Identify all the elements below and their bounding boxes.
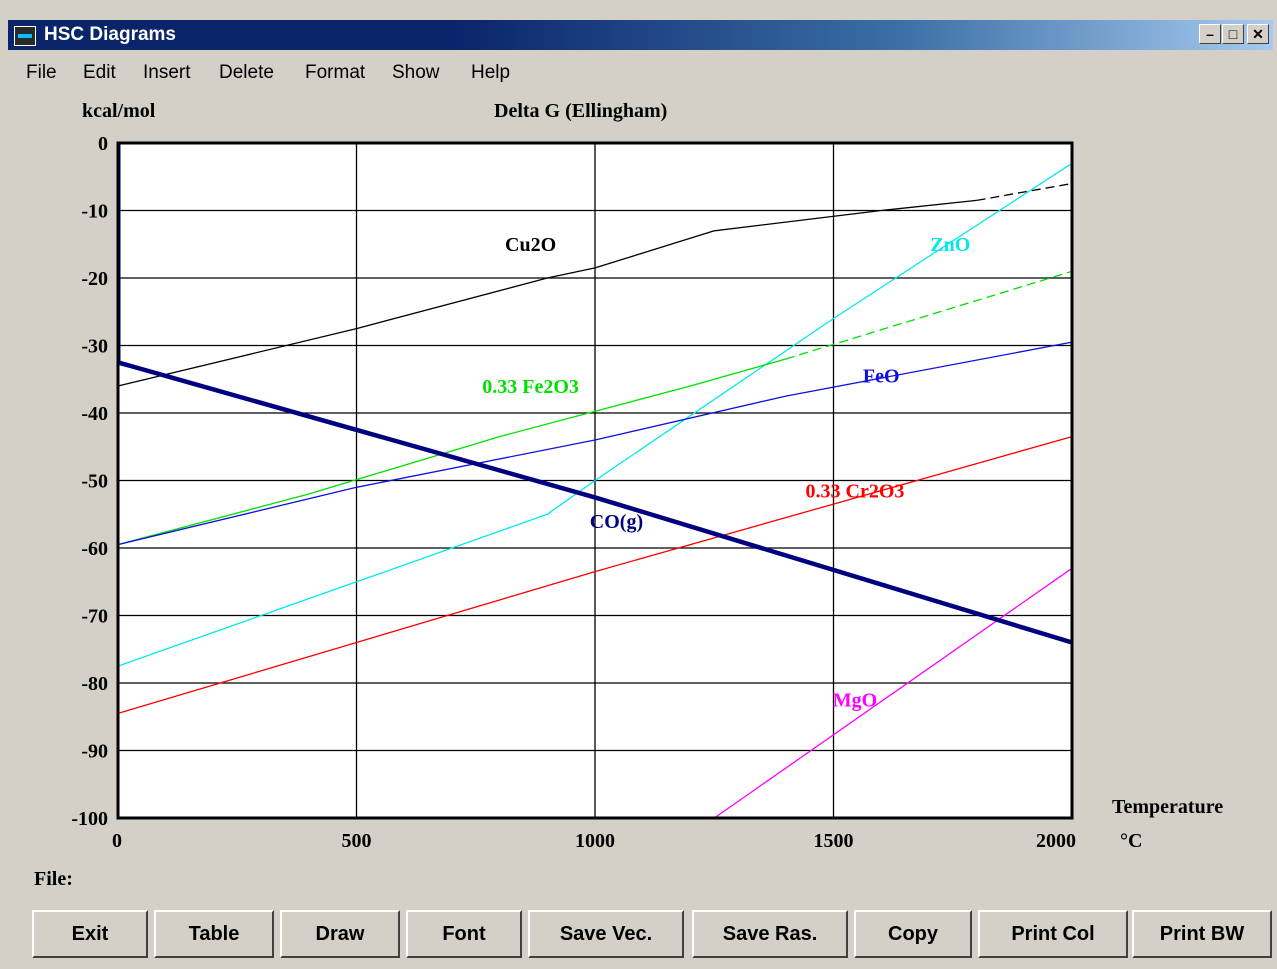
x-tick-label: 500 bbox=[342, 830, 372, 852]
ellingham-chart: 0-10-20-30-40-50-60-70-80-90-1000 500 1000… bbox=[71, 100, 1223, 852]
print-bw-button[interactable]: Print BW bbox=[1132, 910, 1272, 958]
y-tick-label: -90 bbox=[81, 741, 108, 763]
series-label: 0.33 Cr2O3 bbox=[806, 480, 905, 502]
series-line bbox=[117, 162, 1073, 667]
menu-edit[interactable]: Edit bbox=[83, 62, 116, 83]
draw-button[interactable]: Draw bbox=[280, 910, 400, 958]
x-axis-label: Temperature bbox=[1112, 796, 1223, 818]
series-label: 0.33 Fe2O3 bbox=[482, 376, 579, 398]
minimize-button[interactable]: – bbox=[1199, 24, 1221, 44]
menu-file[interactable]: File bbox=[26, 62, 57, 83]
title-bar[interactable]: HSC Diagrams – □ ✕ bbox=[8, 20, 1273, 50]
y-tick-label: -80 bbox=[81, 673, 108, 695]
menu-help[interactable]: Help bbox=[471, 62, 511, 83]
menu-format[interactable]: Format bbox=[305, 62, 366, 83]
chart-title: Delta G (Ellingham) bbox=[494, 100, 667, 122]
y-tick-label: -10 bbox=[81, 201, 108, 223]
series-line bbox=[117, 341, 1073, 546]
y-tick-label: -100 bbox=[71, 808, 108, 830]
y-tick-label: 0 bbox=[98, 133, 108, 155]
save-vector-button[interactable]: Save Vec. bbox=[528, 910, 684, 958]
menu-delete[interactable]: Delete bbox=[219, 62, 274, 83]
x-axis-unit: °C bbox=[1120, 830, 1142, 852]
y-tick-label: -20 bbox=[81, 268, 108, 290]
x-tick-label: 0 bbox=[112, 830, 122, 852]
print-color-button[interactable]: Print Col bbox=[978, 910, 1128, 958]
exit-button[interactable]: Exit bbox=[32, 910, 148, 958]
y-tick-label: -50 bbox=[81, 471, 108, 493]
save-raster-button[interactable]: Save Ras. bbox=[692, 910, 848, 958]
file-status-label: File: bbox=[34, 868, 73, 890]
series-line bbox=[117, 435, 1073, 715]
y-tick-label: -70 bbox=[81, 606, 108, 628]
series-label: MgO bbox=[833, 690, 877, 712]
y-axis-label: kcal/mol bbox=[82, 100, 156, 122]
x-tick-label: 1000 bbox=[575, 830, 615, 852]
series-line bbox=[117, 360, 1073, 645]
y-tick-label: -60 bbox=[81, 538, 108, 560]
table-button[interactable]: Table bbox=[154, 910, 274, 958]
series-line-dashed bbox=[785, 270, 1073, 360]
x-tick-label: 2000 bbox=[1036, 830, 1076, 852]
series-label: Cu2O bbox=[505, 234, 556, 256]
series-label: ZnO bbox=[930, 234, 970, 256]
x-tick-label: 1500 bbox=[814, 830, 854, 852]
series-line bbox=[117, 199, 977, 387]
y-tick-label: -40 bbox=[81, 403, 108, 425]
series-label: FeO bbox=[863, 366, 900, 388]
series-label: CO(g) bbox=[590, 511, 643, 533]
copy-button[interactable]: Copy bbox=[854, 910, 972, 958]
y-tick-label: -30 bbox=[81, 336, 108, 358]
series-line-dashed bbox=[976, 182, 1073, 202]
close-button[interactable]: ✕ bbox=[1247, 24, 1269, 44]
series-line bbox=[117, 358, 786, 546]
series-line bbox=[713, 567, 1073, 819]
menu-insert[interactable]: Insert bbox=[143, 62, 191, 83]
plot-frame bbox=[116, 141, 1074, 820]
font-button[interactable]: Font bbox=[406, 910, 522, 958]
maximize-button[interactable]: □ bbox=[1222, 24, 1244, 44]
window-title: HSC Diagrams bbox=[44, 24, 176, 45]
app-icon[interactable] bbox=[14, 26, 36, 46]
menu-show[interactable]: Show bbox=[392, 62, 440, 83]
